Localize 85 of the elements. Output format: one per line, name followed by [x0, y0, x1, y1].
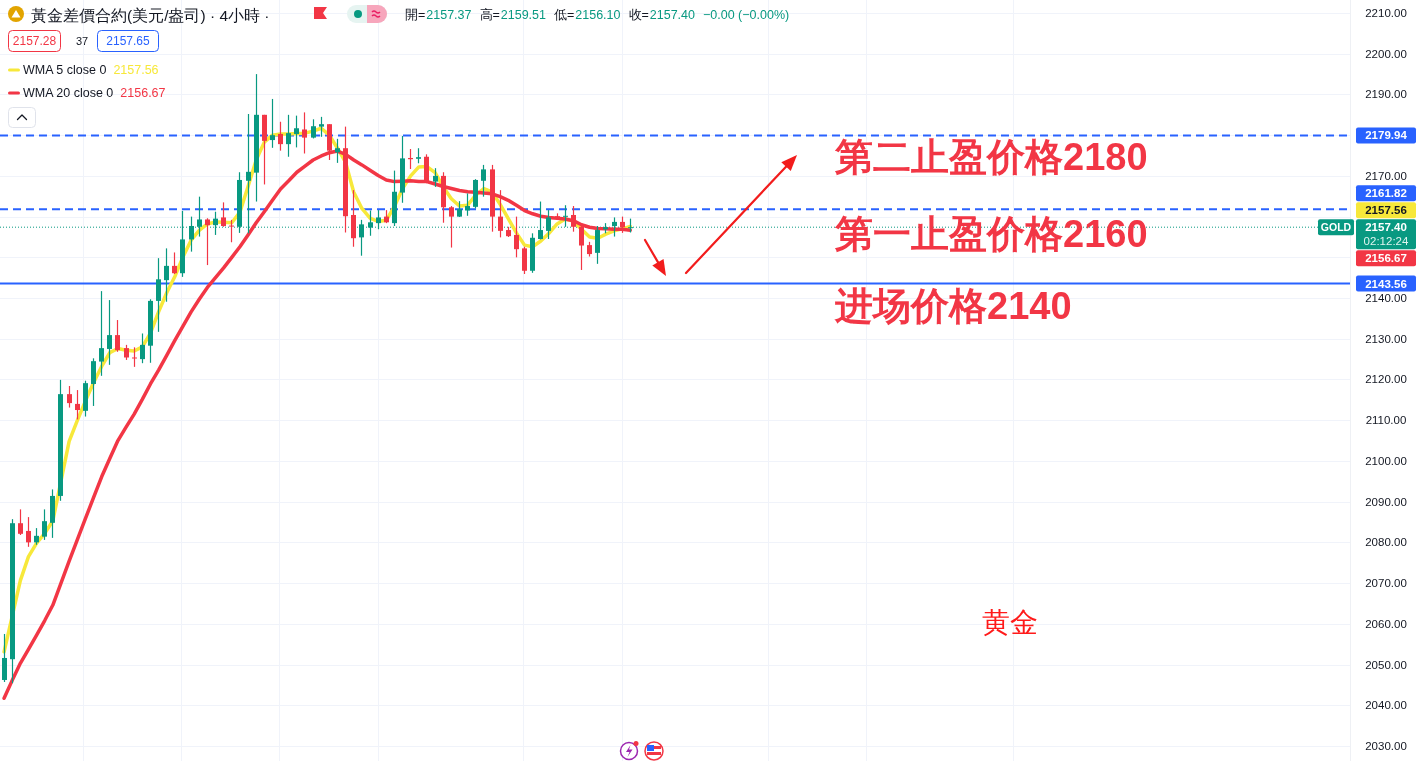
- annotation: 2157.37: [426, 8, 472, 22]
- annotation: 2156.10: [575, 8, 621, 22]
- ref-line-label: 2161.82: [1365, 187, 1407, 200]
- legend-label: WMA 20 close 0: [23, 86, 114, 100]
- candlestick: [433, 167, 438, 188]
- candlestick: [595, 225, 600, 265]
- y-tick-label: 2090.00: [1365, 495, 1407, 508]
- candlestick: [465, 192, 470, 217]
- annotation: 2156.67: [120, 86, 166, 100]
- annotation: 第二止盈价格2180: [834, 136, 1148, 178]
- candlestick: [563, 204, 568, 228]
- candlestick: [449, 205, 454, 249]
- annotation: 黄金: [982, 605, 1038, 639]
- y-tick-label: 2210.00: [1365, 7, 1407, 20]
- annotation: 2157.65: [106, 34, 151, 48]
- y-tick-label: 2200.00: [1365, 47, 1407, 60]
- annotation: 2157.40: [649, 8, 696, 22]
- annotation: 2157.28: [12, 34, 57, 48]
- y-tick-label: 2040.00: [1365, 699, 1407, 712]
- candlestick: [115, 319, 120, 353]
- y-tick-label: 2070.00: [1365, 577, 1407, 590]
- candlestick: [221, 201, 226, 228]
- y-tick-label: 2190.00: [1365, 88, 1407, 101]
- candlestick: [229, 219, 234, 243]
- candlestick: [26, 516, 31, 548]
- candlestick: [132, 346, 137, 368]
- candlestick: [286, 114, 291, 158]
- annotation: 收=: [628, 8, 649, 22]
- text: 2157.56: [1365, 204, 1407, 217]
- candlestick: [140, 332, 145, 364]
- y-tick-label: 2130.00: [1365, 332, 1407, 345]
- candlestick: [99, 290, 104, 377]
- annotation: 第一止盈价格2160: [834, 213, 1148, 255]
- candlestick: [156, 257, 161, 333]
- candlestick: [351, 189, 356, 248]
- candlestick: [571, 205, 576, 233]
- candlestick: [278, 121, 283, 152]
- annotation: 高=: [479, 7, 500, 22]
- legend-label: WMA 5 close 0: [23, 63, 107, 77]
- candlestick: [107, 299, 112, 366]
- candlestick: [335, 138, 340, 164]
- candlestick: [498, 189, 503, 238]
- candlestick: [302, 111, 307, 155]
- candlestick: [91, 357, 96, 407]
- chart-title: 黃金差價合約(美元/盎司) · 4小時 ·: [31, 6, 270, 24]
- text: 02:12:24: [1363, 235, 1409, 248]
- y-tick-label: 2140.00: [1365, 292, 1407, 305]
- candlestick: [18, 508, 23, 536]
- candlestick: [294, 115, 299, 148]
- ref-line-label: 2157.40: [1365, 221, 1407, 234]
- candlestick: [270, 98, 275, 149]
- y-tick-label: 2110.00: [1365, 414, 1407, 427]
- candlestick: [612, 216, 617, 238]
- y-tick-label: 2120.00: [1365, 373, 1407, 386]
- y-tick-label: 2030.00: [1365, 739, 1407, 752]
- y-tick-label: 2170.00: [1365, 169, 1407, 182]
- candlestick: [164, 247, 169, 303]
- text: 2156.67: [1365, 252, 1407, 265]
- annotation: GOLD: [1320, 221, 1352, 234]
- annotation: 进场价格2140: [834, 285, 1072, 327]
- candlestick: [67, 385, 72, 409]
- candlestick: [42, 508, 47, 541]
- candlestick: [514, 216, 519, 258]
- candlestick: [75, 389, 80, 420]
- candlestick: [2, 633, 7, 683]
- annotation: 37: [75, 35, 89, 47]
- candlestick: [376, 209, 381, 230]
- y-tick-label: 2100.00: [1365, 454, 1407, 467]
- candlestick: [546, 209, 551, 240]
- annotation: 低=: [554, 8, 575, 22]
- y-tick-label: 2050.00: [1365, 658, 1407, 671]
- annotation: −0.00 (−0.00%): [703, 8, 790, 22]
- y-tick-label: 2080.00: [1365, 536, 1407, 549]
- candlestick: [481, 164, 486, 198]
- annotation: 2159.51: [500, 8, 547, 22]
- y-tick-label: 2060.00: [1365, 617, 1407, 630]
- candlestick: [522, 246, 527, 275]
- annotation: 開=: [405, 8, 426, 22]
- candlestick: [205, 217, 210, 266]
- annotation: 2157.56: [113, 63, 159, 77]
- candlestick: [538, 200, 543, 241]
- candlestick: [172, 251, 177, 275]
- ref-line-label: 2179.94: [1365, 129, 1408, 142]
- candlestick: [319, 116, 324, 138]
- ref-line-label: 2143.56: [1365, 277, 1407, 290]
